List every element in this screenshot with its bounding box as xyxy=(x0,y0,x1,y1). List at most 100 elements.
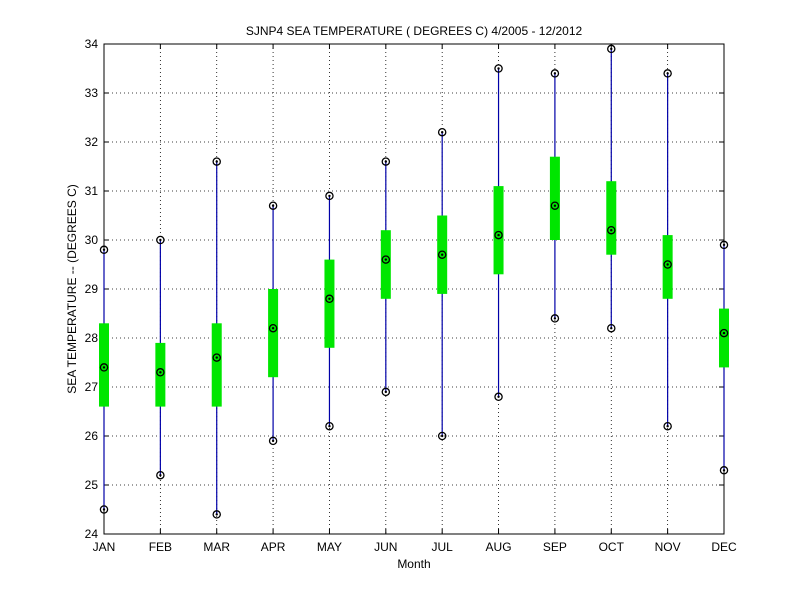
min-marker xyxy=(212,510,221,519)
min-marker-dot xyxy=(102,508,106,511)
max-marker-dot xyxy=(440,131,444,134)
x-axis-label: Month xyxy=(397,557,430,571)
min-marker-dot xyxy=(666,425,669,428)
month-box-feb xyxy=(155,235,166,480)
median-marker xyxy=(325,294,334,304)
y-tick-label: 26 xyxy=(85,429,99,443)
median-marker-dot xyxy=(610,229,613,232)
min-marker xyxy=(719,466,729,475)
iqr-box xyxy=(549,156,560,240)
month-box-aug xyxy=(493,64,504,402)
max-marker xyxy=(325,191,334,201)
max-marker xyxy=(212,157,221,166)
max-marker xyxy=(381,157,391,166)
max-marker-dot xyxy=(384,160,388,163)
median-marker-dot xyxy=(328,297,331,300)
max-marker-dot xyxy=(722,243,726,247)
month-box-jan xyxy=(99,245,109,514)
median-marker-dot xyxy=(102,366,106,369)
y-tick-label: 32 xyxy=(85,135,99,149)
x-tick-label: OCT xyxy=(599,540,625,554)
min-marker-dot xyxy=(497,395,500,398)
median-marker-dot xyxy=(440,253,444,256)
month-box-oct xyxy=(606,44,617,333)
min-marker xyxy=(437,431,447,441)
max-marker xyxy=(607,44,616,54)
min-marker-dot xyxy=(215,513,218,516)
median-marker xyxy=(550,201,560,210)
max-marker xyxy=(494,64,503,73)
max-marker xyxy=(156,235,165,245)
iqr-box xyxy=(211,323,222,407)
max-marker xyxy=(663,69,672,78)
min-marker-dot xyxy=(159,474,162,477)
median-marker-dot xyxy=(271,327,275,330)
max-marker-dot xyxy=(497,67,500,70)
median-marker xyxy=(212,353,221,362)
median-marker xyxy=(381,255,391,264)
min-marker xyxy=(268,436,278,446)
min-marker xyxy=(325,421,334,431)
chart-title: SJNP4 SEA TEMPERATURE ( DEGREES C) 4/200… xyxy=(246,24,583,38)
y-tick-label: 31 xyxy=(85,184,99,198)
min-marker xyxy=(607,323,616,333)
x-tick-label: JAN xyxy=(93,540,116,554)
month-box-jul xyxy=(437,127,448,441)
min-marker xyxy=(99,505,109,514)
data-layer xyxy=(99,44,729,519)
month-box-apr xyxy=(268,201,279,446)
median-marker-dot xyxy=(215,356,218,359)
median-marker xyxy=(719,328,729,338)
x-tick-label: FEB xyxy=(149,540,172,554)
median-marker-dot xyxy=(722,331,726,335)
max-marker-dot xyxy=(328,194,331,198)
tick-layer: 24 25 26 27 28 29 30 31 32 33 34 JAN FEB MAR APR MAY JUN… xyxy=(85,37,737,554)
iqr-box xyxy=(99,323,109,407)
iqr-box xyxy=(155,342,166,407)
max-marker-dot xyxy=(610,47,613,51)
month-box-sep xyxy=(549,69,560,323)
x-tick-label: SEP xyxy=(543,540,567,554)
min-marker xyxy=(550,314,560,323)
median-marker xyxy=(99,363,109,372)
median-marker xyxy=(156,368,165,377)
month-box-nov xyxy=(662,69,673,431)
median-marker-dot xyxy=(159,371,162,374)
median-marker-dot xyxy=(384,258,388,261)
x-tick-label: MAY xyxy=(317,540,342,554)
max-marker-dot xyxy=(553,72,557,75)
min-marker-dot xyxy=(328,425,331,428)
iqr-box xyxy=(380,230,391,299)
iqr-box xyxy=(662,235,673,299)
iqr-box xyxy=(268,289,279,378)
x-tick-label: DEC xyxy=(711,540,737,554)
max-marker xyxy=(437,127,447,137)
y-tick-label: 28 xyxy=(85,331,99,345)
iqr-box xyxy=(719,308,729,368)
y-tick-label: 29 xyxy=(85,282,99,296)
x-tick-label: JUL xyxy=(432,540,454,554)
iqr-box xyxy=(493,186,504,275)
y-tick-label: 25 xyxy=(85,478,99,492)
y-tick-label: 33 xyxy=(85,86,99,100)
max-marker xyxy=(550,69,560,78)
max-marker-dot xyxy=(159,238,162,242)
iqr-box xyxy=(606,181,617,255)
max-marker-dot xyxy=(215,160,218,163)
month-box-dec xyxy=(719,240,729,475)
min-marker-dot xyxy=(722,469,726,472)
max-marker-dot xyxy=(271,204,275,207)
y-tick-label: 34 xyxy=(85,37,99,51)
median-marker-dot xyxy=(553,204,557,207)
median-marker-dot xyxy=(666,263,669,266)
max-marker-dot xyxy=(102,248,106,251)
median-marker xyxy=(437,250,447,259)
median-marker xyxy=(607,225,616,235)
min-marker-dot xyxy=(610,327,613,330)
min-marker xyxy=(156,470,165,480)
min-marker xyxy=(663,421,672,431)
max-marker xyxy=(719,240,729,250)
min-marker xyxy=(381,387,391,397)
